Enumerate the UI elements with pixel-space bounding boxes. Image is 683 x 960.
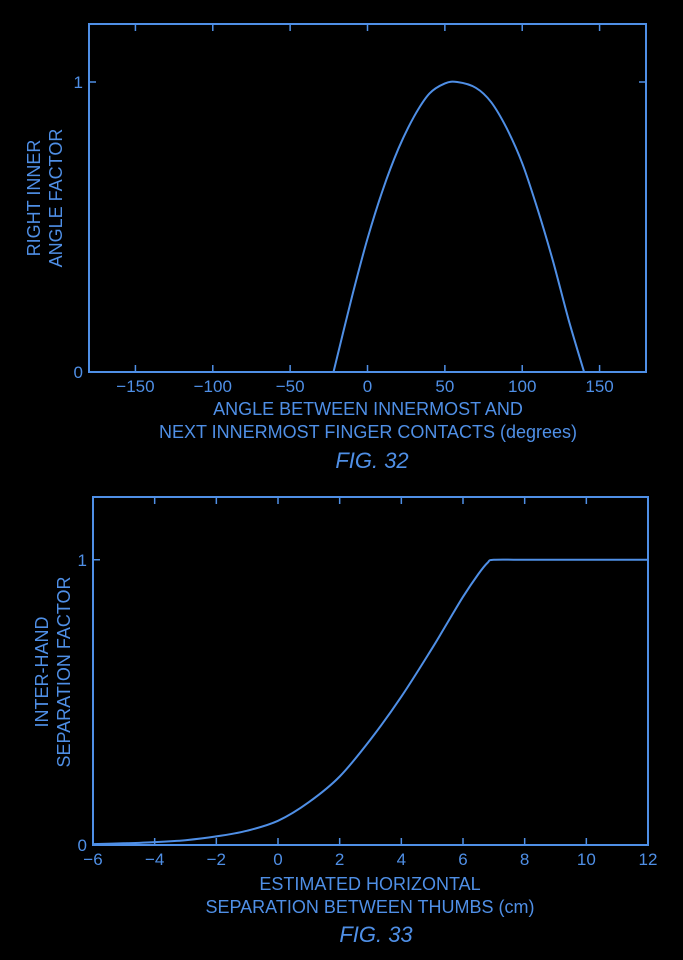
y-axis-label-line-1: INTER-HAND (32, 617, 52, 728)
x-axis-label-line-1: ANGLE BETWEEN INNERMOST AND (213, 399, 523, 419)
x-tick-label: 4 (397, 850, 406, 869)
x-tick-label: −2 (207, 850, 226, 869)
y-axis-label-line-1: RIGHT INNER (24, 140, 44, 257)
x-tick-label: −100 (194, 377, 232, 396)
y-tick-label: 0 (78, 836, 87, 855)
x-tick-label: 50 (435, 377, 454, 396)
y-tick-label: 0 (74, 363, 83, 382)
figure-label: FIG. 33 (339, 922, 413, 947)
x-tick-label: 12 (639, 850, 658, 869)
x-tick-label: 8 (520, 850, 529, 869)
y-axis-label-line-2: ANGLE FACTOR (46, 129, 66, 268)
x-tick-label: −4 (145, 850, 164, 869)
x-tick-label: 10 (577, 850, 596, 869)
x-tick-label: 0 (273, 850, 282, 869)
x-tick-label: −150 (116, 377, 154, 396)
x-axis-label-line-2: NEXT INNERMOST FINGER CONTACTS (degrees) (159, 422, 577, 442)
figure-label: FIG. 32 (335, 448, 408, 473)
y-tick-label: 1 (74, 73, 83, 92)
x-tick-label: −50 (276, 377, 305, 396)
x-tick-label: 100 (508, 377, 536, 396)
x-tick-label: 0 (363, 377, 372, 396)
x-tick-label: 2 (335, 850, 344, 869)
x-tick-label: 6 (458, 850, 467, 869)
x-tick-label: 150 (585, 377, 613, 396)
y-axis-label-line-2: SEPARATION FACTOR (54, 576, 74, 767)
y-tick-label: 1 (78, 551, 87, 570)
x-axis-label-line-1: ESTIMATED HORIZONTAL (259, 874, 480, 894)
x-axis-label-line-2: SEPARATION BETWEEN THUMBS (cm) (205, 897, 534, 917)
